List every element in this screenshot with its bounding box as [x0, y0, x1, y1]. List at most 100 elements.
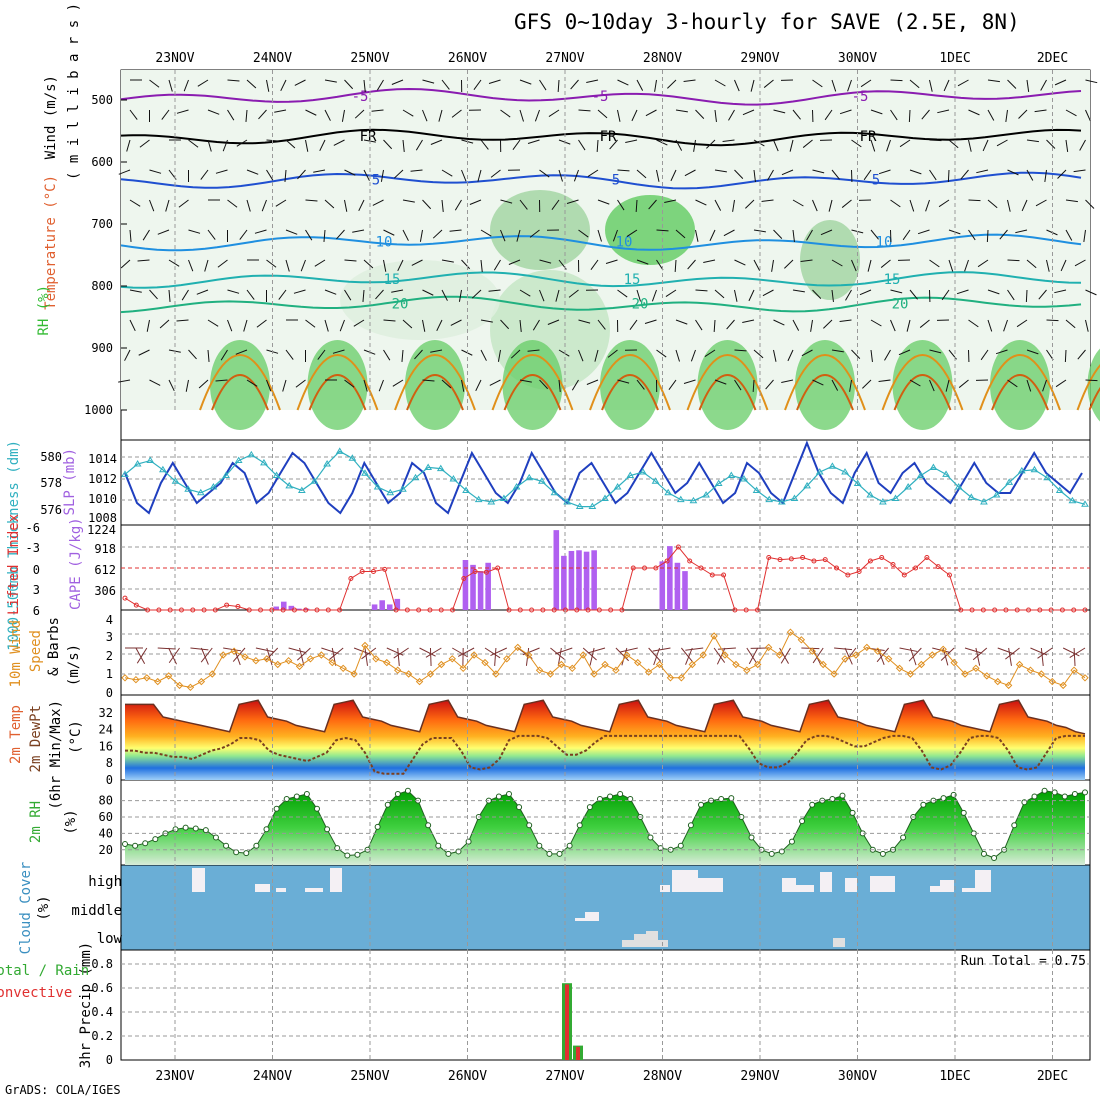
cape-bar	[379, 600, 385, 610]
wind-barb	[532, 319, 540, 331]
wind-barb	[831, 79, 837, 92]
wind-barb	[500, 199, 513, 204]
wind-barb	[1085, 289, 1097, 296]
precip-axis-label: 3hr Precip (mm)	[78, 942, 94, 1068]
wind-barb	[742, 319, 755, 323]
wind-barb	[597, 109, 608, 119]
wind-barb	[948, 259, 954, 272]
rh2m-point	[435, 842, 442, 849]
rh2m-point	[293, 793, 300, 800]
cape-bar	[659, 561, 666, 610]
wind-barb	[831, 349, 844, 353]
rh2m-point	[132, 842, 139, 849]
wind10m-point	[263, 655, 271, 663]
wind-barb	[378, 379, 384, 392]
thickness-point	[904, 483, 913, 490]
pressure-tick-label: 500	[91, 93, 113, 107]
wind-barb	[987, 199, 998, 209]
wind-barb	[908, 109, 911, 123]
wind-barb	[636, 289, 641, 302]
rh-region	[800, 220, 860, 300]
cloud-level-label: middle	[71, 903, 122, 919]
lifted-index-point	[867, 558, 873, 564]
wind-barb	[763, 79, 774, 88]
wind10m-unit-label: (m/s)	[66, 644, 82, 686]
wind-barb	[929, 259, 940, 268]
wind-barb	[870, 109, 883, 115]
wind-barb	[305, 199, 318, 202]
wind-barb	[198, 379, 209, 389]
wind-barb	[909, 379, 921, 387]
wind-barb	[129, 319, 136, 332]
thickness-point	[575, 502, 584, 510]
wind-barb	[714, 79, 726, 87]
wind-barb	[870, 349, 873, 362]
wind-barb	[1016, 319, 1028, 328]
cape-tick-label: 918	[94, 542, 116, 556]
wind-barb	[380, 169, 384, 182]
thickness-point	[803, 481, 811, 489]
wind-barb	[441, 169, 453, 177]
cloud-high-bar	[870, 876, 895, 892]
wind10m-axis-label: 10m Wind	[8, 620, 24, 687]
temperature-contour-warm	[893, 374, 952, 411]
wind-barb	[726, 319, 735, 330]
wind-barb	[675, 229, 686, 239]
lifted-index-point	[540, 607, 546, 613]
wind-barb	[149, 79, 160, 88]
wind-barb	[709, 229, 716, 242]
wind-barb	[1064, 349, 1067, 363]
wind-barb	[266, 259, 277, 268]
wind10m-barb	[429, 647, 432, 667]
wind-barb	[451, 109, 462, 118]
lifted-index-point	[924, 555, 930, 560]
wind-barb	[884, 349, 891, 361]
wind-barb	[631, 109, 638, 122]
wind-barb	[527, 349, 540, 352]
lifted-index-point	[1048, 607, 1054, 613]
thickness-axis-label: 1000-500mb Thickness (dm)	[6, 440, 22, 651]
precip-total-rain-label: Total / Rain	[0, 963, 89, 979]
rh2m-point	[192, 825, 199, 832]
wind-barb	[519, 379, 532, 383]
wind-barb	[1007, 199, 1011, 212]
thickness-point	[361, 469, 369, 476]
wind-barb	[890, 289, 903, 294]
top-date-label: 25NOV	[350, 51, 389, 66]
wind-barb	[458, 289, 462, 302]
rh2m-unit-label: (%)	[63, 809, 79, 834]
wind-barb	[461, 169, 467, 182]
wind-barb	[555, 289, 560, 302]
lifted-index-point	[145, 607, 151, 613]
wind-barb	[477, 169, 482, 182]
rh2m-point	[799, 818, 806, 825]
wind10m-point	[743, 666, 751, 674]
isotherm-label: 15	[884, 272, 901, 288]
thickness-point	[449, 474, 458, 482]
wind10m-barb	[834, 647, 853, 651]
wind-barb	[656, 169, 660, 182]
wind10m-tick-label: 3	[106, 630, 113, 644]
wind-barb	[324, 109, 331, 121]
wind-barb	[461, 349, 473, 356]
wind-barb	[297, 169, 306, 180]
wind10m-point	[797, 636, 806, 644]
wind-barb	[909, 79, 920, 89]
rh2m-point	[809, 801, 816, 808]
temperature-contour-warm	[698, 374, 757, 411]
wind10m-point	[143, 674, 151, 682]
rh2m-point	[506, 791, 512, 798]
wind10m-point	[1059, 681, 1067, 690]
thickness-point	[841, 468, 849, 475]
lifted-index-point	[608, 607, 614, 613]
isotherm-label: 20	[892, 297, 909, 313]
wind-barb	[890, 109, 898, 121]
lifted-index-point	[483, 569, 489, 575]
wind-barb	[886, 139, 891, 152]
wind-barb	[656, 259, 664, 271]
wind-barb	[958, 379, 969, 388]
wind10m-point	[874, 647, 882, 655]
lifted-index-point	[935, 564, 941, 570]
wind10m-point	[677, 674, 686, 682]
cape-bar	[371, 604, 378, 610]
